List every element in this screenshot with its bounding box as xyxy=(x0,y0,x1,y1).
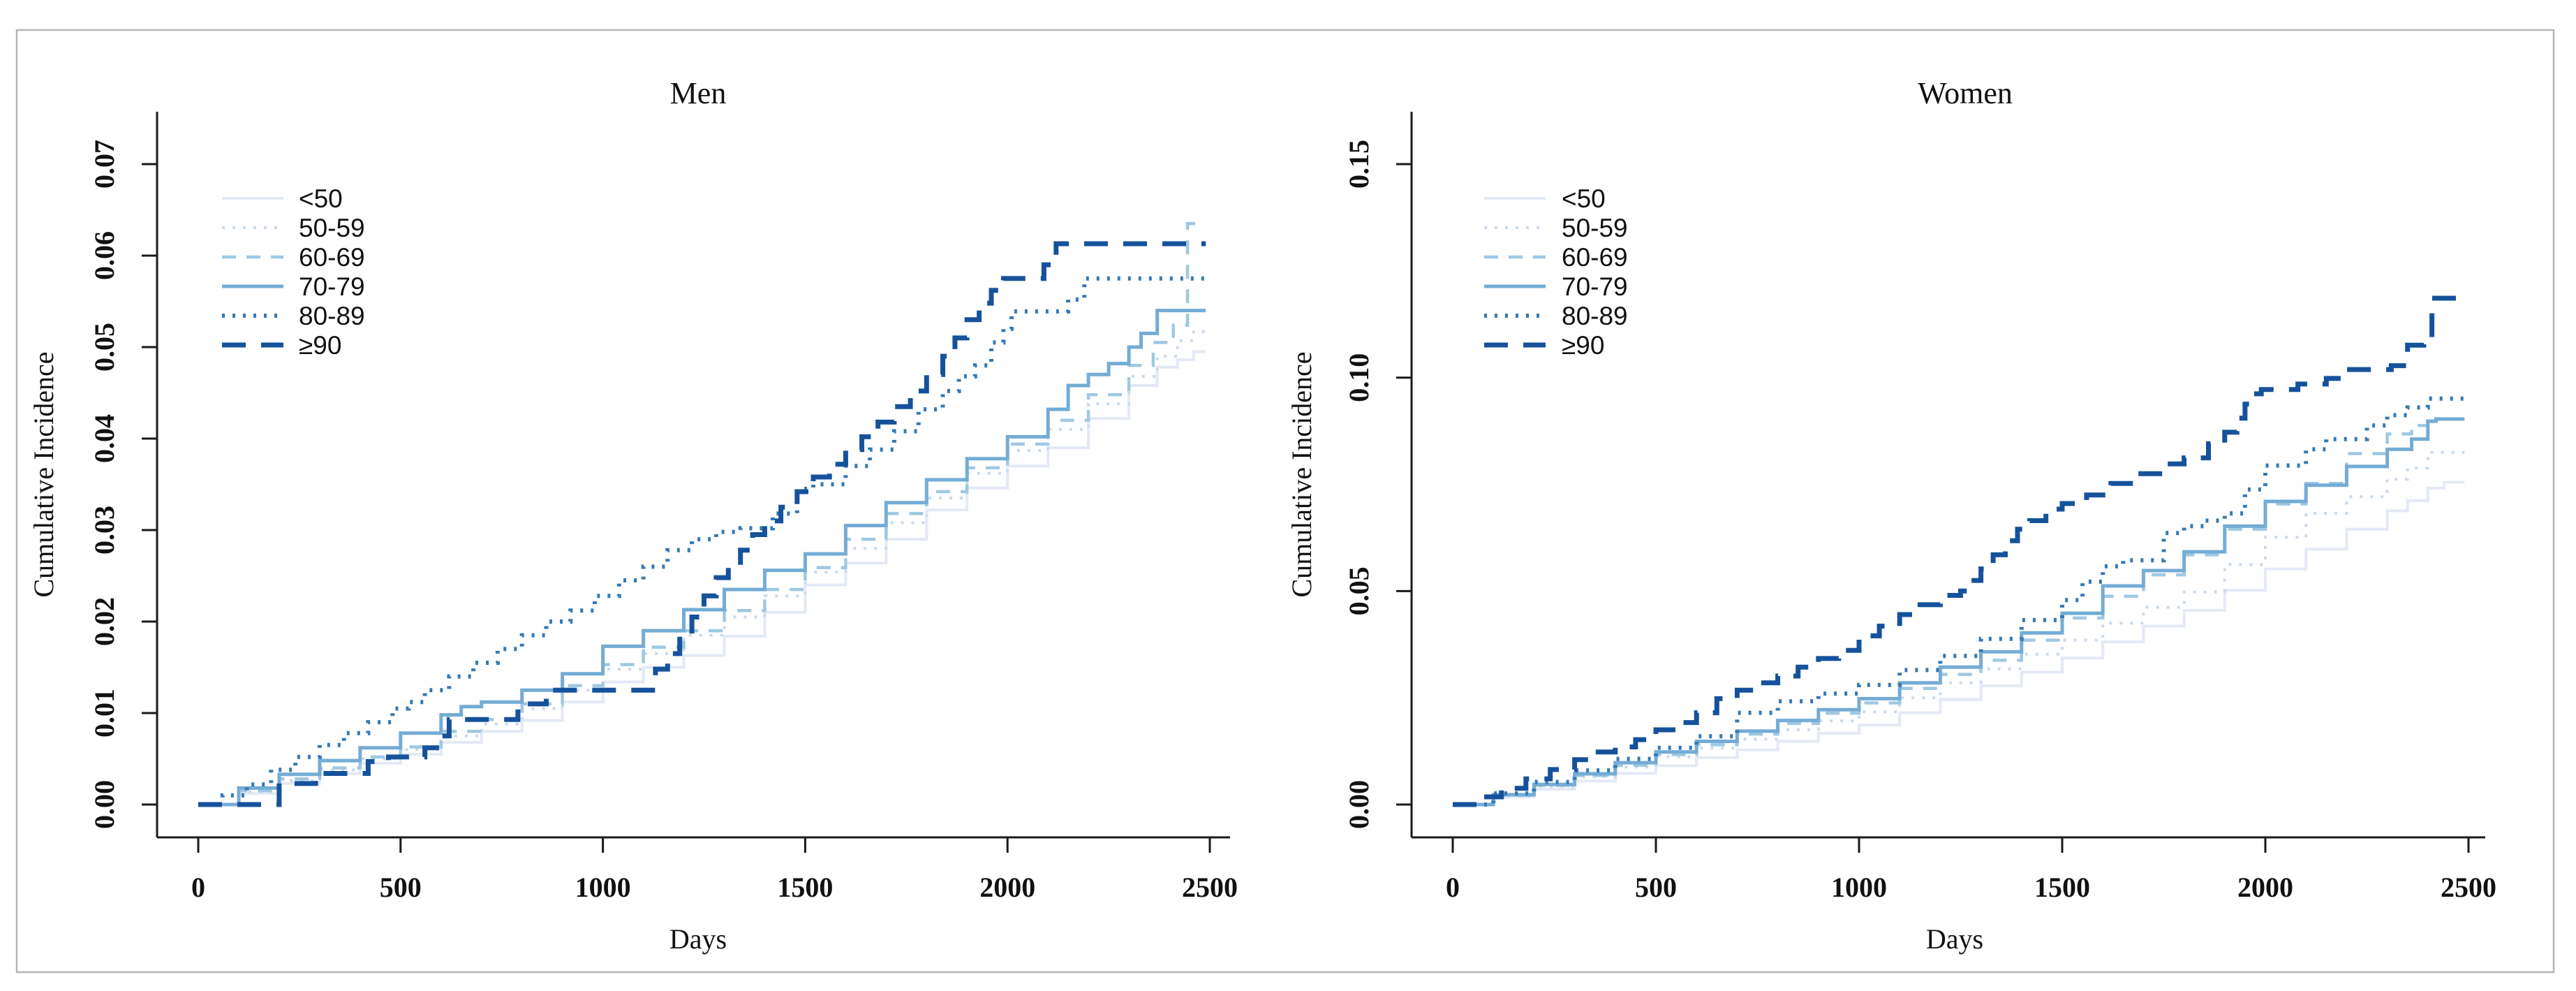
men-y-tick-label: 0.06 xyxy=(89,231,120,280)
women-y-tick-label: 0.10 xyxy=(1343,353,1375,402)
women-y-tick-label: 0.05 xyxy=(1343,566,1375,615)
men-series-8089 xyxy=(198,276,1206,807)
legend-label-men: 60-69 xyxy=(299,243,365,272)
legend-label-women: 60-69 xyxy=(1562,243,1628,272)
legend-label-men: <50 xyxy=(299,184,343,213)
women-x-tick-label: 2000 xyxy=(2237,872,2293,903)
men-y-tick-label: 0.02 xyxy=(89,597,120,646)
legend-label-men: ≥90 xyxy=(299,331,341,360)
men-x-axis-title: Days xyxy=(669,923,727,955)
women-series-50 xyxy=(1453,480,2465,806)
panel-title-men: Men xyxy=(670,76,727,110)
men-series-6069 xyxy=(198,221,1206,807)
men-x-tick-label: 2500 xyxy=(1182,872,1238,903)
men-y-tick-label: 0.05 xyxy=(89,323,120,372)
women-x-tick-label: 0 xyxy=(1446,872,1460,903)
men-y-tick-label: 0.01 xyxy=(89,689,120,737)
men-x-tick-label: 0 xyxy=(191,872,205,903)
panel-title-women: Women xyxy=(1918,76,2013,110)
figure-border xyxy=(15,29,2555,974)
men-y-tick-label: 0.04 xyxy=(89,414,120,463)
legend-label-women: 80-89 xyxy=(1562,302,1628,330)
men-y-tick-label: 0.07 xyxy=(89,140,120,189)
legend-label-women: 70-79 xyxy=(1562,272,1628,301)
women-series-5059 xyxy=(1453,450,2465,806)
legend-label-men: 80-89 xyxy=(299,302,365,330)
women-x-tick-label: 2500 xyxy=(2441,872,2496,903)
legend-label-women: ≥90 xyxy=(1562,331,1604,360)
men-x-tick-label: 500 xyxy=(380,872,422,903)
men-y-axis-title: Cumulative Incidence xyxy=(28,351,59,597)
women-x-tick-label: 500 xyxy=(1635,872,1677,903)
women-series-7079 xyxy=(1453,417,2465,807)
women-y-axis-title: Cumulative Incidence xyxy=(1286,351,1317,597)
men-series-90 xyxy=(198,241,1206,807)
women-series-8089 xyxy=(1453,396,2465,807)
women-series-90 xyxy=(1453,295,2457,807)
women-y-tick-label: 0.15 xyxy=(1343,140,1375,189)
legend-label-men: 50-59 xyxy=(299,214,365,242)
men-x-tick-label: 1500 xyxy=(777,872,833,903)
men-series-7079 xyxy=(198,309,1206,807)
men-series-50 xyxy=(198,350,1206,806)
legend-label-men: 70-79 xyxy=(299,272,365,301)
women-x-axis-title: Days xyxy=(1926,923,1983,955)
men-y-tick-label: 0.03 xyxy=(89,506,120,555)
women-y-tick-label: 0.00 xyxy=(1343,780,1375,829)
women-x-tick-label: 1500 xyxy=(2034,872,2090,903)
women-series-6069 xyxy=(1453,417,2465,807)
legend-label-women: 50-59 xyxy=(1562,214,1628,242)
men-x-tick-label: 1000 xyxy=(575,872,631,903)
legend-label-women: <50 xyxy=(1562,184,1606,213)
men-x-tick-label: 2000 xyxy=(979,872,1035,903)
women-x-tick-label: 1000 xyxy=(1831,872,1887,903)
men-y-tick-label: 0.00 xyxy=(89,780,120,829)
